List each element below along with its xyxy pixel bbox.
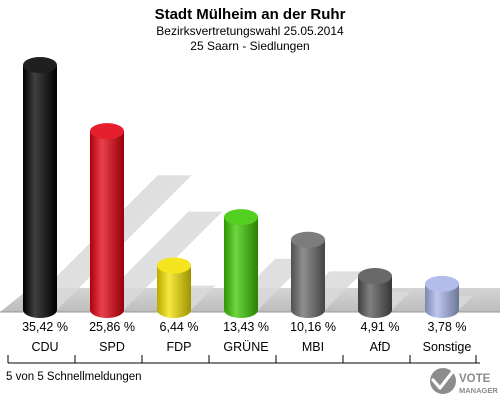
bars — [23, 57, 459, 318]
bar-spd — [90, 131, 124, 318]
value-labels: 35,42 % 25,86 % 6,44 % 13,43 % 10,16 % 4,91 %… — [22, 320, 466, 334]
vote-manager-logo: VOTE MANAGER — [430, 368, 498, 395]
bar-sonstige — [425, 283, 459, 318]
value-label-sonstige: 3,78 % — [428, 320, 467, 334]
footer-status: 5 von 5 Schnellmeldungen — [6, 371, 142, 383]
logo-text-manager: MANAGER — [459, 386, 498, 395]
category-label-fdp: FDP — [167, 340, 192, 354]
logo-text-vote: VOTE — [459, 373, 491, 385]
value-label-cdu: 35,42 % — [22, 320, 68, 334]
bar-afd — [358, 276, 392, 318]
bar-top-afd — [358, 268, 392, 285]
category-ticks — [7, 355, 477, 363]
chart-title: Stadt Mülheim an der Ruhr — [155, 6, 346, 23]
chart-subtitle-district: 25 Saarn - Siedlungen — [190, 39, 309, 53]
value-label-afd: 4,91 % — [361, 320, 400, 334]
category-label-cdu: CDU — [31, 340, 58, 354]
bar-grüne — [224, 217, 258, 318]
value-label-fdp: 6,44 % — [160, 320, 199, 334]
category-label-sonstige: Sonstige — [423, 340, 472, 354]
bar-top-spd — [90, 123, 124, 140]
bar-top-fdp — [157, 257, 191, 274]
bar-cdu — [23, 65, 57, 318]
bar-fdp — [157, 265, 191, 318]
value-label-mbi: 10,16 % — [290, 320, 336, 334]
chart-subtitle-election: Bezirksvertretungswahl 25.05.2014 — [156, 24, 344, 38]
category-labels: CDU SPD FDP GRÜNE MBI AfD Sonstige — [31, 340, 471, 354]
category-label-grüne: GRÜNE — [223, 340, 268, 354]
category-label-afd: AfD — [370, 340, 391, 354]
bar-top-sonstige — [425, 275, 459, 292]
bar-top-cdu — [23, 57, 57, 73]
category-label-mbi: MBI — [302, 340, 324, 354]
value-label-grüne: 13,43 % — [223, 320, 269, 334]
bar-top-mbi — [291, 231, 325, 248]
category-label-spd: SPD — [99, 340, 125, 354]
bar-top-grüne — [224, 209, 258, 226]
bar-mbi — [291, 239, 325, 318]
value-label-spd: 25,86 % — [89, 320, 135, 334]
logo-check-icon — [431, 368, 456, 390]
